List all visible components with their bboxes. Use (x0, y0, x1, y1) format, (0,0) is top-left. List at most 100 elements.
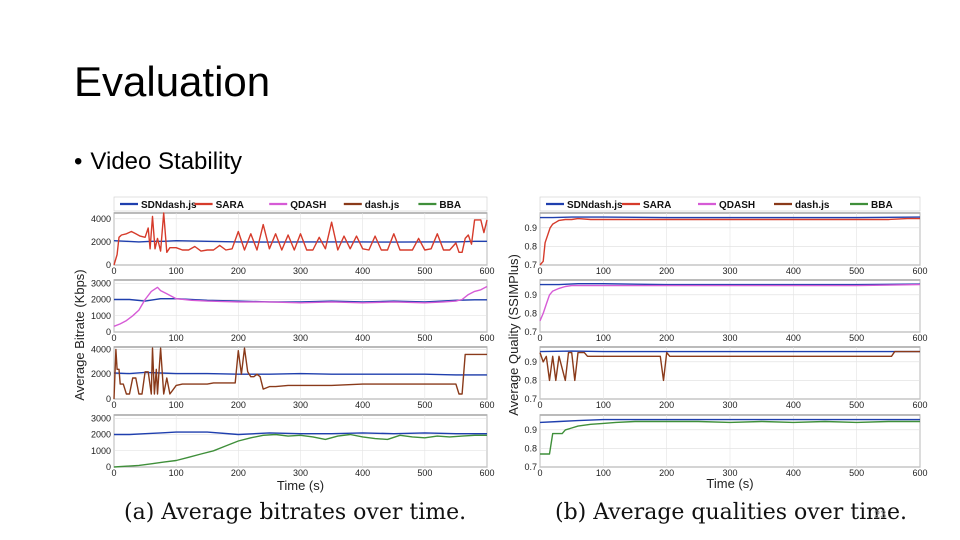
y-tick-label: 3000 (91, 413, 111, 423)
y-tick-label: 0.7 (524, 327, 537, 337)
x-tick-label: 300 (722, 266, 737, 276)
x-tick-label: 400 (355, 333, 370, 343)
series-line-qdash (113, 285, 488, 327)
y-tick-label: 1000 (91, 446, 111, 456)
x-tick-label: 200 (659, 468, 674, 478)
x-tick-label: 200 (659, 333, 674, 343)
series-line-sdndash-js (113, 240, 487, 243)
legend-label-dash-js: dash.js (795, 200, 830, 211)
slide-title: Evaluation (74, 58, 271, 105)
x-tick-label: 500 (849, 266, 864, 276)
x-tick-label: 300 (293, 266, 308, 276)
x-tick-label: 500 (849, 333, 864, 343)
series-line-bba (540, 420, 920, 455)
x-tick-label: 500 (417, 333, 432, 343)
series-line-sdndash-js (539, 418, 920, 424)
x-tick-label: 100 (169, 266, 184, 276)
x-tick-label: 200 (659, 266, 674, 276)
legend-label-qdash: QDASH (719, 200, 755, 211)
y-tick-label: 0 (106, 394, 111, 404)
x-tick-label: 0 (537, 400, 542, 410)
x-tick-label: 100 (169, 400, 184, 410)
bitrate-chart: Average Bitrate (Kbps) SDNdash.js SARA QDAS… (72, 196, 495, 493)
x-tick-label: 600 (912, 266, 927, 276)
x-tick-label: 300 (722, 333, 737, 343)
y-tick-label: 0 (106, 260, 111, 270)
bullet-dot-icon: • (74, 148, 83, 175)
x-tick-label: 100 (169, 468, 184, 478)
legend-label-sara: SARA (643, 200, 671, 211)
x-tick-label: 500 (849, 400, 864, 410)
y-tick-label: 0.9 (524, 425, 537, 435)
x-tick-label: 100 (596, 333, 611, 343)
x-tick-label: 600 (912, 333, 927, 343)
series-line-bba (113, 433, 487, 468)
x-tick-label: 400 (355, 400, 370, 410)
quality-chart: Average Quality (SSIMPlus) SDNdash.js SARA… (506, 196, 928, 491)
series-line-sdndash-js (113, 371, 487, 376)
y-tick-label: 0 (106, 327, 111, 337)
x-tick-label: 0 (111, 400, 116, 410)
x-tick-label: 300 (293, 400, 308, 410)
y-tick-label: 1000 (91, 311, 111, 321)
legend-label-dash-js: dash.js (365, 200, 400, 211)
x-tick-label: 0 (111, 266, 116, 276)
legend-label-bba: BBA (871, 200, 893, 211)
x-tick-label: 600 (479, 266, 494, 276)
x-tick-label: 400 (786, 266, 801, 276)
y-tick-label: 0.7 (524, 462, 537, 472)
y-tick-label: 0.8 (524, 443, 537, 453)
x-tick-label: 300 (722, 400, 737, 410)
x-tick-label: 300 (293, 333, 308, 343)
series-line-qdash (539, 283, 921, 322)
x-axis-label: Time (s) (277, 478, 324, 493)
series-line-sara (539, 217, 920, 266)
legend-label-sdndash-js: SDNdash.js (141, 200, 197, 211)
x-tick-label: 0 (111, 333, 116, 343)
x-tick-label: 500 (417, 400, 432, 410)
y-tick-label: 0.7 (524, 394, 537, 404)
series-line-sdndash-js (114, 431, 487, 436)
y-tick-label: 0.8 (524, 241, 537, 251)
y-tick-label: 0 (106, 462, 111, 472)
y-tick-label: 0.9 (524, 223, 537, 233)
y-tick-label: 2000 (91, 430, 111, 440)
y-tick-label: 0.7 (524, 260, 537, 270)
x-tick-label: 100 (596, 266, 611, 276)
x-tick-label: 600 (912, 468, 927, 478)
legend-box (539, 196, 921, 212)
x-tick-label: 400 (786, 468, 801, 478)
x-tick-label: 500 (417, 468, 432, 478)
y-tick-label: 2000 (91, 369, 111, 379)
y-axis-label: Average Bitrate (Kbps) (72, 269, 87, 400)
x-tick-label: 200 (231, 400, 246, 410)
x-tick-label: 200 (231, 266, 246, 276)
x-tick-label: 400 (786, 333, 801, 343)
x-tick-label: 200 (659, 400, 674, 410)
x-tick-label: 100 (169, 333, 184, 343)
series-line-sdndash-js (540, 282, 921, 286)
legend-label-sdndash-js: SDNdash.js (567, 200, 623, 211)
y-tick-label: 2000 (91, 295, 111, 305)
y-tick-label: 3000 (91, 278, 111, 288)
x-tick-label: 600 (479, 468, 494, 478)
x-tick-label: 0 (537, 333, 542, 343)
x-tick-label: 500 (849, 468, 864, 478)
page-number: 23 (874, 509, 887, 521)
x-tick-label: 400 (355, 468, 370, 478)
y-tick-label: 0.9 (524, 290, 537, 300)
x-tick-label: 100 (596, 400, 611, 410)
x-tick-label: 200 (231, 468, 246, 478)
x-tick-label: 0 (537, 266, 542, 276)
x-tick-label: 300 (722, 468, 737, 478)
y-tick-label: 2000 (91, 237, 111, 247)
y-tick-label: 0.9 (524, 357, 537, 367)
caption-bitrate: (a) Average bitrates over time. (124, 500, 467, 525)
series-line-dash-js (539, 350, 920, 382)
x-tick-label: 600 (479, 333, 494, 343)
y-tick-label: 4000 (91, 214, 111, 224)
legend-box (113, 196, 488, 212)
x-tick-label: 600 (479, 400, 494, 410)
y-tick-label: 0.8 (524, 375, 537, 385)
series-line-sdndash-js (540, 216, 921, 219)
